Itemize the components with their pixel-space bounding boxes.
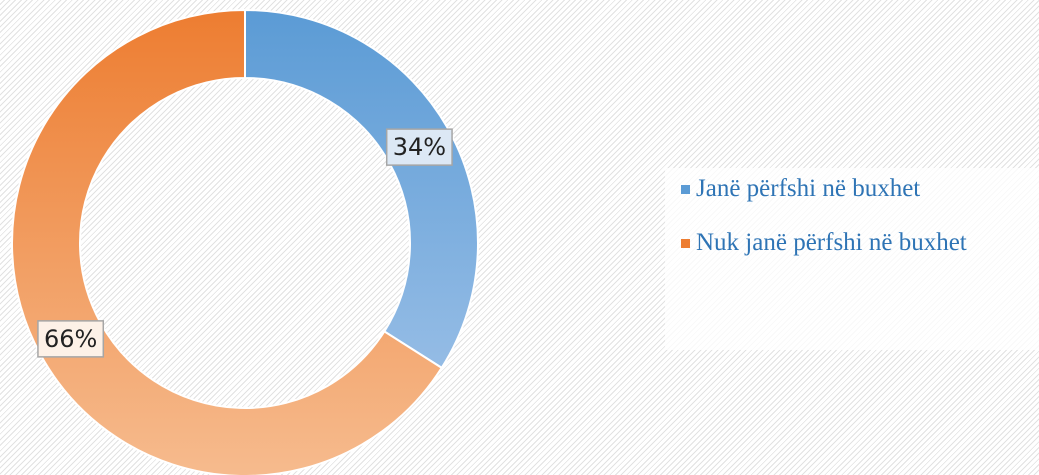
legend-item: Janë përfshi në buxhet xyxy=(681,174,1039,204)
data-label: 34% xyxy=(393,133,446,161)
data-label-box xyxy=(385,128,453,166)
donut-slice xyxy=(244,8,479,370)
data-label-box xyxy=(37,320,105,358)
legend-label: Janë përfshi në buxhet xyxy=(696,175,921,202)
legend-item: Nuk janë përfshi në buxhet xyxy=(681,228,1039,258)
data-label: 66% xyxy=(44,325,97,353)
donut-slice xyxy=(11,8,444,475)
legend-swatch xyxy=(681,239,690,248)
legend: Janë përfshi në buxhet Nuk janë përfshi n… xyxy=(665,168,1039,350)
legend-label: Nuk janë përfshi në buxhet xyxy=(696,229,967,256)
legend-swatch xyxy=(681,185,690,194)
